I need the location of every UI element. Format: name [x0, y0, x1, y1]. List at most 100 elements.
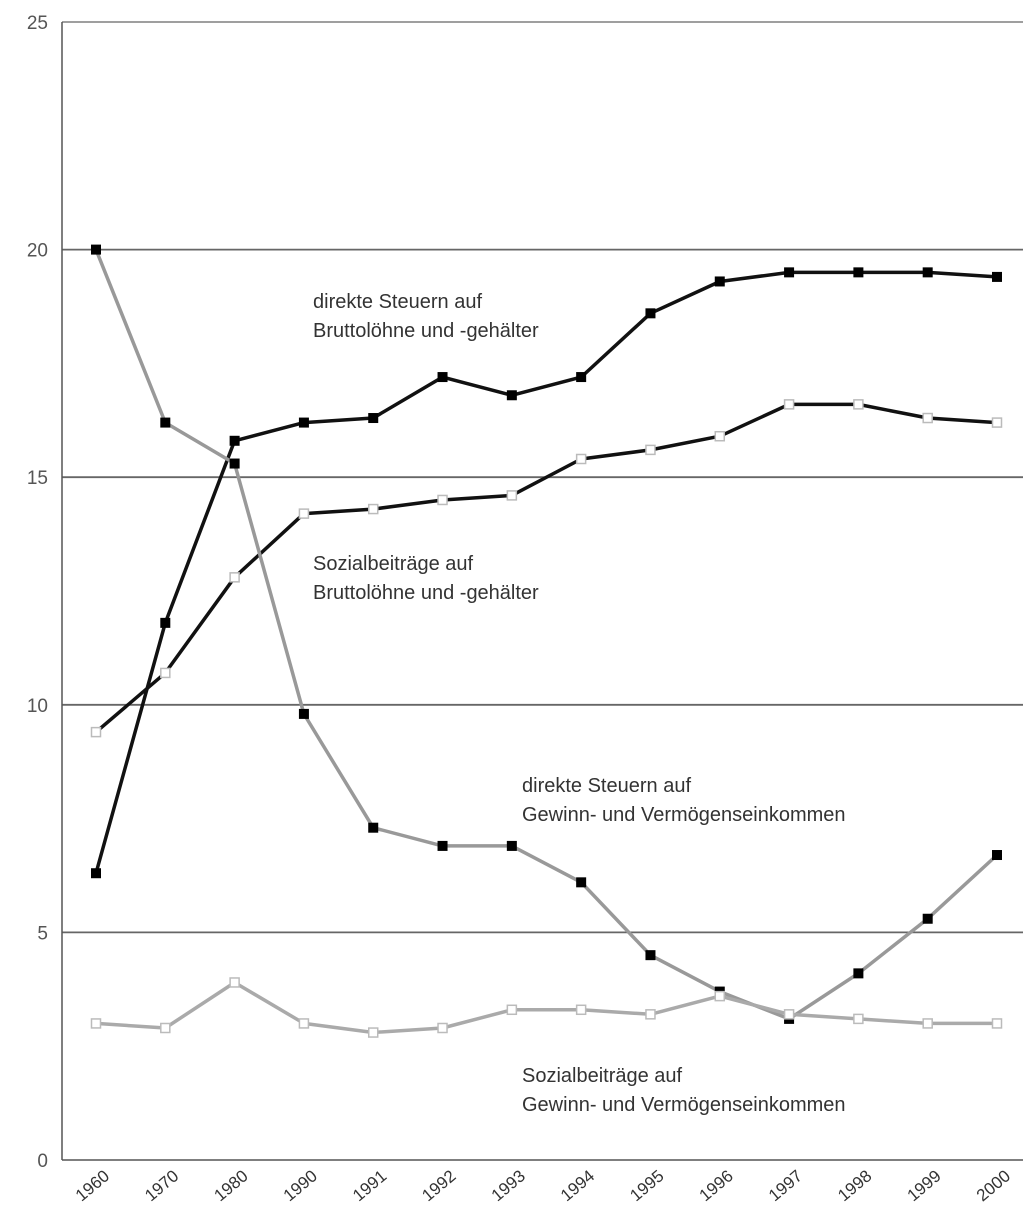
annotation-line: Gewinn- und Vermögenseinkommen: [522, 804, 846, 826]
annotation-steuern-gewinn: direkte Steuern auf Gewinn- und Vermögen…: [522, 775, 846, 826]
data-point-marker: [368, 413, 379, 424]
data-point-marker: [645, 1009, 656, 1020]
data-point-marker: [783, 1009, 795, 1020]
axes: [61, 22, 1023, 1161]
y-tick-label: 25: [27, 13, 48, 34]
data-point-marker: [298, 708, 309, 719]
annotation-steuern-lohn: direkte Steuern auf Bruttolöhne und -geh…: [313, 291, 539, 342]
series-steuern_lohn: [91, 267, 1002, 879]
data-point-marker: [575, 453, 587, 465]
data-point-marker: [992, 850, 1002, 861]
annotation-line: Sozialbeiträge auf: [313, 553, 474, 575]
data-point-marker: [576, 372, 587, 383]
x-tick-labels: 1960 1970 1980 1990 1991 1992 1993 1994 1995 1996…: [72, 1166, 1014, 1205]
x-tick-label: 1980: [210, 1166, 251, 1205]
data-point-marker: [991, 417, 1003, 428]
data-point-marker: [160, 1022, 171, 1034]
data-point-marker: [714, 430, 726, 442]
data-point-marker: [783, 399, 795, 410]
x-tick-label: 1991: [349, 1166, 390, 1205]
data-point-marker: [160, 667, 171, 679]
series-group: [90, 244, 1003, 1038]
y-tick-labels: 0 5 10 15 20 25: [27, 13, 48, 1172]
series-line: [94, 402, 999, 734]
data-point-marker: [506, 840, 517, 851]
data-point-marker: [922, 267, 933, 278]
data-point-marker: [229, 572, 240, 583]
data-point-marker: [853, 399, 864, 410]
data-point-marker: [853, 968, 864, 979]
data-point-marker: [992, 271, 1002, 282]
x-tick-label: 1970: [141, 1166, 182, 1205]
data-point-marker: [90, 1018, 102, 1029]
data-point-marker: [90, 726, 102, 738]
data-point-marker: [714, 990, 726, 1002]
data-point-marker: [437, 494, 448, 506]
data-point-marker: [784, 267, 795, 278]
data-point-marker: [991, 1018, 1003, 1029]
data-point-marker: [229, 435, 240, 446]
x-tick-label: 1995: [626, 1166, 667, 1205]
data-point-marker: [645, 308, 656, 319]
data-point-marker: [922, 913, 933, 924]
data-point-marker: [853, 267, 864, 278]
data-point-marker: [506, 390, 517, 401]
x-tick-label: 1993: [488, 1166, 529, 1205]
x-tick-label: 1994: [557, 1166, 598, 1205]
data-point-marker: [576, 877, 587, 888]
annotation-line: Gewinn- und Vermögenseinkommen: [522, 1094, 846, 1116]
data-point-marker: [575, 1004, 587, 1016]
data-point-marker: [506, 1004, 518, 1016]
x-tick-label: 1999: [904, 1166, 945, 1205]
data-point-marker: [298, 1018, 310, 1029]
annotation-line: Bruttolöhne und -gehälter: [313, 320, 539, 342]
x-tick-label: 1990: [280, 1166, 321, 1205]
series-sozial_gewinn: [90, 977, 1003, 1038]
data-point-marker: [922, 1018, 933, 1029]
data-point-marker: [853, 1013, 864, 1025]
data-point-marker: [229, 977, 240, 988]
x-tick-label: 1992: [418, 1166, 459, 1205]
x-tick-label: 1960: [72, 1166, 113, 1205]
data-point-marker: [91, 244, 101, 255]
data-point-marker: [437, 1022, 448, 1034]
y-tick-label: 10: [27, 696, 48, 717]
series-sozial_lohn: [90, 399, 1003, 738]
series-line: [94, 247, 999, 1021]
data-point-marker: [645, 444, 656, 456]
data-point-marker: [160, 417, 171, 428]
data-point-marker: [160, 617, 171, 628]
x-tick-label: 1996: [696, 1166, 737, 1205]
data-point-marker: [922, 412, 933, 424]
data-point-marker: [368, 822, 379, 833]
data-point-marker: [645, 950, 656, 961]
data-point-marker: [298, 508, 310, 519]
y-tick-label: 15: [27, 468, 48, 489]
data-point-marker: [506, 490, 518, 501]
data-point-marker: [437, 372, 448, 383]
data-point-marker: [437, 840, 448, 851]
series-line: [94, 270, 999, 875]
y-tick-label: 5: [37, 923, 48, 944]
data-point-marker: [298, 417, 309, 428]
data-point-marker: [91, 868, 101, 879]
annotations: direkte Steuern auf Bruttolöhne und -geh…: [313, 291, 846, 1116]
x-tick-label: 2000: [973, 1166, 1014, 1205]
y-tick-label: 0: [37, 1151, 48, 1172]
x-tick-label: 1998: [834, 1166, 875, 1205]
annotation-line: direkte Steuern auf: [313, 291, 482, 313]
annotation-line: direkte Steuern auf: [522, 775, 691, 797]
series-steuern_gewinn: [91, 244, 1002, 1024]
annotation-sozial-lohn: Sozialbeiträge auf Bruttolöhne und -gehä…: [313, 553, 539, 604]
data-point-marker: [367, 1027, 379, 1038]
data-point-marker: [367, 503, 379, 515]
x-tick-label: 1997: [765, 1166, 806, 1205]
data-point-marker: [229, 458, 240, 469]
y-tick-label: 20: [27, 241, 48, 262]
data-point-marker: [714, 276, 725, 287]
annotation-sozial-gewinn: Sozialbeiträge auf Gewinn- und Vermögens…: [522, 1065, 846, 1116]
annotation-line: Sozialbeiträge auf: [522, 1065, 683, 1087]
series-line: [94, 980, 999, 1035]
annotation-line: Bruttolöhne und -gehälter: [313, 582, 539, 604]
